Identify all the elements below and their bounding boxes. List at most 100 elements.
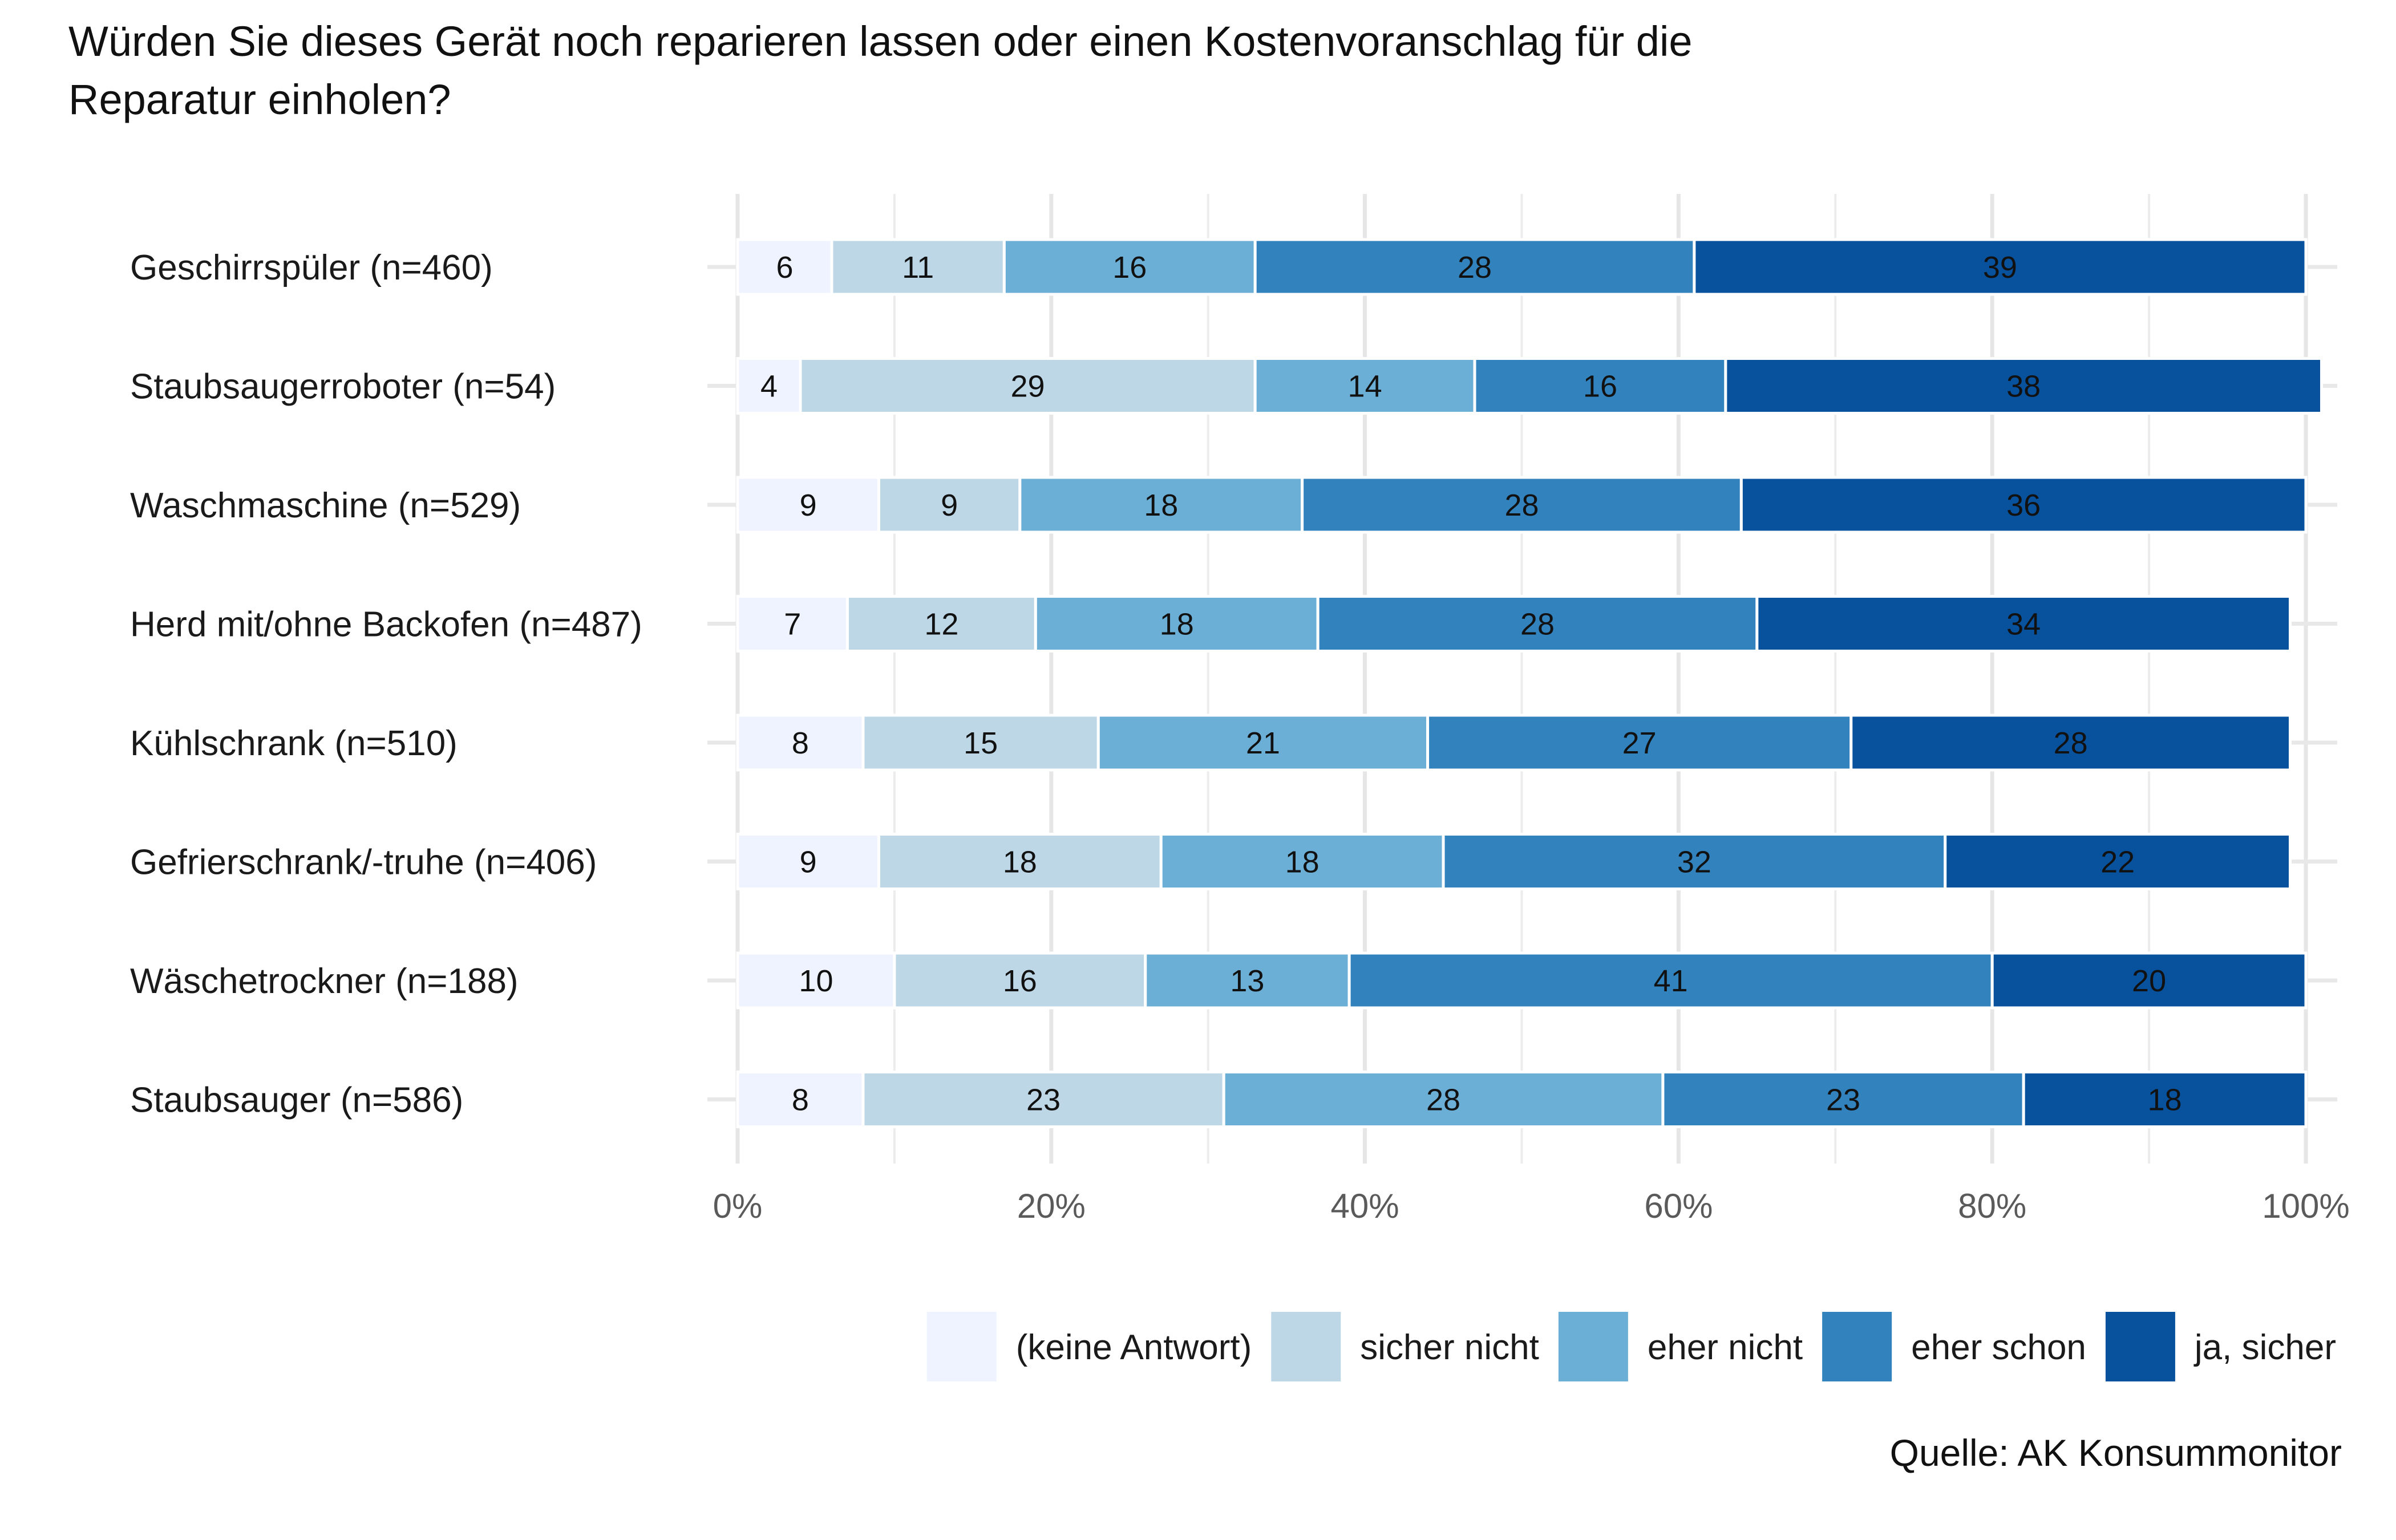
data-label: 23	[1026, 1083, 1061, 1117]
bar-segment	[736, 476, 880, 534]
category-label: Herd mit/ohne Backofen (n=487)	[130, 605, 642, 645]
data-label: 22	[2100, 845, 2135, 880]
x-tick-label: 40%	[1331, 1187, 1399, 1225]
data-label: 29	[1011, 370, 1045, 404]
bar-segment	[830, 238, 1006, 296]
data-label: 9	[941, 488, 958, 522]
x-tick-label: 0%	[713, 1187, 763, 1225]
category-label: Kühlschrank (n=510)	[130, 724, 458, 763]
legend: (keine Antwort) sicher nicht eher nicht ehe…	[926, 1312, 2336, 1381]
data-label: 12	[924, 607, 958, 642]
data-label: 10	[799, 964, 833, 998]
data-label: 18	[1144, 488, 1178, 522]
data-label: 16	[1583, 370, 1617, 404]
data-label: 21	[1246, 726, 1280, 760]
data-label: 32	[1677, 845, 1711, 880]
data-label: 39	[1983, 250, 2017, 285]
bar-segment	[861, 1071, 1225, 1128]
bar-segment	[1222, 1071, 1665, 1128]
bar-segment	[1347, 951, 1994, 1010]
bar-segment	[1253, 238, 1696, 296]
x-tick-label: 100%	[2262, 1187, 2349, 1225]
data-label: 11	[902, 250, 934, 285]
data-label: 13	[1230, 964, 1264, 998]
data-label: 28	[1426, 1083, 1460, 1117]
x-tick-label: 60%	[1644, 1187, 1713, 1225]
bar-segment	[1473, 357, 1727, 415]
data-label: 27	[1622, 726, 1657, 760]
data-label: 16	[1003, 964, 1037, 998]
legend-key	[1271, 1312, 1341, 1381]
category-label: Geschirrspüler (n=460)	[130, 248, 493, 287]
x-tick-label: 20%	[1017, 1187, 1086, 1225]
bar-segment	[877, 833, 1163, 890]
data-label: 4	[760, 370, 778, 404]
bar-segment	[1693, 238, 2308, 296]
data-label: 28	[2054, 726, 2088, 760]
data-label: 20	[2132, 964, 2166, 998]
bar-segment	[1096, 714, 1430, 772]
bar-segment	[1159, 833, 1445, 890]
data-label: 9	[800, 488, 817, 522]
bar-segment	[1426, 714, 1853, 772]
bar-segment	[1253, 357, 1476, 415]
data-label: 41	[1654, 964, 1688, 998]
bar-segment	[1002, 238, 1257, 296]
bar-segment	[1990, 951, 2308, 1010]
legend-label: ja, sicher	[2193, 1328, 2336, 1367]
legend-key	[2105, 1312, 2175, 1381]
y-axis: Geschirrspüler (n=460) Staubsaugerroboter…	[130, 248, 642, 1120]
data-label: 15	[964, 726, 998, 760]
data-label: 18	[1285, 845, 1320, 880]
legend-key	[1822, 1312, 1892, 1381]
bar-segment	[1144, 951, 1351, 1010]
bar-segment	[736, 714, 865, 772]
bar-segment	[1849, 714, 2292, 772]
data-label: 18	[1003, 845, 1037, 880]
bar-segment	[799, 357, 1257, 415]
legend-label: sicher nicht	[1360, 1328, 1539, 1367]
bar-segment	[1739, 476, 2308, 534]
legend-key	[1558, 1312, 1628, 1381]
grid	[707, 194, 2337, 1164]
data-label: 14	[1348, 370, 1382, 404]
bar-segment	[1661, 1071, 2025, 1128]
data-label: 28	[1520, 607, 1555, 642]
data-label: 8	[792, 1083, 809, 1117]
bar-segment	[1442, 833, 1947, 890]
data-label: 9	[800, 845, 817, 880]
legend-label: eher nicht	[1648, 1328, 1803, 1367]
data-label: 8	[792, 726, 809, 760]
data-label: 36	[2006, 488, 2041, 522]
legend-key	[926, 1312, 997, 1381]
category-label: Waschmaschine (n=529)	[130, 486, 521, 525]
bar-segment	[736, 357, 802, 415]
bars: 6 11 16 28 39 4 29 14 16 38 9 9 18 28 36 7 12 18 28 34 8 15 21…	[736, 238, 2323, 1128]
bar-segment	[893, 951, 1147, 1010]
data-label: 18	[1160, 607, 1194, 642]
category-label: Gefrierschrank/-truhe (n=406)	[130, 843, 597, 882]
data-label: 7	[784, 607, 801, 642]
bar-segment	[736, 238, 833, 296]
chart-title-line-2: Reparatur einholen?	[68, 76, 451, 123]
data-label: 34	[2006, 607, 2041, 642]
data-label: 28	[1458, 250, 1492, 285]
bar-segment	[736, 833, 880, 890]
category-label: Staubsauger (n=586)	[130, 1081, 463, 1120]
category-label: Staubsaugerroboter (n=54)	[130, 367, 556, 407]
category-label: Wäschetrockner (n=188)	[130, 962, 519, 1001]
source-caption: Quelle: AK Konsummonitor	[1890, 1432, 2342, 1474]
chart-title-line-1: Würden Sie dieses Gerät noch reparieren …	[68, 18, 1693, 65]
data-label: 6	[776, 250, 793, 285]
data-label: 28	[1504, 488, 1539, 522]
data-label: 23	[1826, 1083, 1860, 1117]
x-axis: 0% 20% 40% 60% 80% 100%	[713, 1187, 2350, 1225]
bar-segment	[2022, 1071, 2308, 1128]
legend-label: eher schon	[1911, 1328, 2086, 1367]
data-label: 16	[1112, 250, 1147, 285]
bar-segment	[1301, 476, 1743, 534]
chart-title: Würden Sie dieses Gerät noch reparieren …	[68, 18, 1693, 123]
bar-segment	[1944, 833, 2292, 890]
legend-label: (keine Antwort)	[1016, 1328, 1252, 1367]
